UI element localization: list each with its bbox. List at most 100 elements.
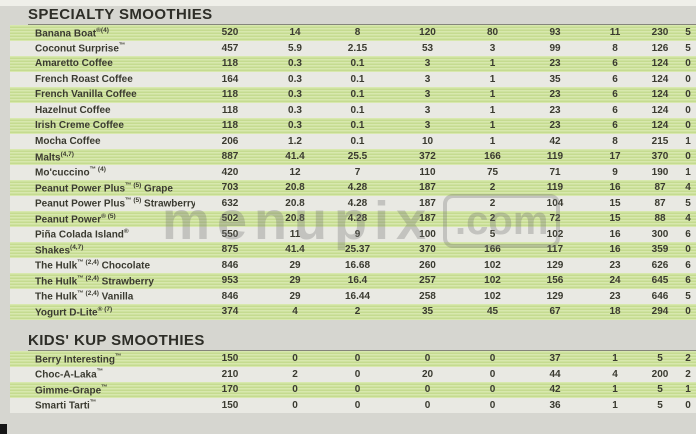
table-row: Smarti Tarti™ 150 0 0 0 0 36 1 5 0 (10, 397, 696, 413)
value-cell: 16 (609, 182, 621, 194)
value-cell: 104 (546, 197, 564, 209)
item-name: Choc-A-Laka™ (35, 368, 104, 381)
section-header-specialty: SPECIALTY SMOOTHIES (28, 6, 696, 25)
value-cell: 1 (685, 384, 691, 396)
value-cell: 166 (484, 151, 501, 163)
section-title: KIDS' KUP SMOOTHIES (28, 332, 205, 349)
value-cell: 10 (421, 135, 434, 147)
value-cell: 9 (354, 228, 361, 240)
value-cell: 20 (421, 368, 434, 380)
value-cell: 5 (657, 399, 663, 411)
value-cell: 2 (489, 182, 496, 194)
value-cell: 294 (651, 306, 669, 318)
value-cell: 2 (489, 197, 496, 209)
value-cell: 53 (421, 42, 434, 54)
value-cell: 6 (612, 104, 618, 116)
value-cell: 87 (654, 197, 666, 209)
value-cell: 626 (651, 259, 669, 271)
value-cell: 23 (609, 290, 621, 302)
value-cell: 6 (612, 58, 618, 70)
value-cell: 5 (657, 353, 663, 365)
value-cell: 0 (685, 151, 691, 163)
value-cell: 6 (685, 259, 691, 271)
value-cell: 0 (685, 58, 691, 70)
value-cell: 42 (549, 384, 561, 396)
item-name: Mocha Coffee (35, 135, 101, 147)
value-cell: 0 (292, 353, 298, 365)
item-name: Hazelnut Coffee (35, 104, 111, 116)
value-cell: 0 (489, 368, 496, 380)
value-cell: 166 (484, 244, 501, 256)
table-row: Hazelnut Coffee 118 0.3 0.1 3 1 23 6 124 0 (10, 102, 696, 118)
item-name: Malts(4,7) (35, 150, 74, 163)
value-cell: 150 (221, 399, 239, 411)
table-row: The Hulk™ (2,4) Vanilla 846 29 16.44 258 102 1… (10, 288, 696, 304)
item-name: Smarti Tarti™ (35, 399, 97, 412)
value-cell: 3 (489, 42, 496, 54)
value-cell: 645 (651, 275, 669, 287)
value-cell: 0 (354, 353, 361, 365)
value-cell: 4 (292, 306, 298, 318)
table-row: Yogurt D-Lite® (7) 374 4 2 35 45 67 18 294 0 (10, 304, 696, 320)
table-row: Shakes(4,7) 875 41.4 25.37 370 166 117 16 359 0 (10, 242, 696, 258)
value-cell: 0 (489, 384, 496, 396)
value-cell: 2 (685, 353, 691, 365)
value-cell: 370 (419, 244, 436, 256)
trademark-mark: (4,7) (60, 150, 74, 158)
value-cell: 29 (289, 275, 301, 287)
value-cell: 846 (221, 290, 239, 302)
value-cell: 5 (685, 42, 691, 54)
value-cell: 4 (685, 213, 691, 225)
value-cell: 124 (651, 58, 669, 70)
value-cell: 6 (612, 89, 618, 101)
value-cell: 44 (549, 368, 561, 380)
value-cell: 124 (651, 104, 669, 116)
value-cell: 87 (654, 182, 666, 194)
value-cell: 8 (354, 27, 361, 39)
value-cell: 0 (489, 353, 496, 365)
value-cell: 124 (651, 73, 669, 85)
trademark-mark: (4,7) (70, 243, 84, 251)
value-cell: 206 (221, 135, 239, 147)
value-cell: 359 (651, 244, 669, 256)
section-title: SPECIALTY SMOOTHIES (28, 6, 213, 23)
value-cell: 16 (609, 244, 621, 256)
value-cell: 16.68 (344, 259, 371, 271)
item-name: Yogurt D-Lite® (7) (35, 305, 113, 318)
table-row: The Hulk™ (2,4) Chocolate 846 29 16.68 260 10… (10, 257, 696, 273)
value-cell: 36 (549, 399, 561, 411)
value-cell: 20.8 (285, 197, 305, 209)
trademark-mark: ™ (2,4) (77, 259, 99, 267)
value-cell: 3 (424, 120, 431, 132)
value-cell: 520 (221, 27, 239, 39)
value-cell: 3 (424, 89, 431, 101)
item-name: Piña Colada Island® (35, 228, 129, 241)
value-cell: 35 (549, 73, 561, 85)
value-cell: 632 (221, 197, 239, 209)
item-name: The Hulk™ (2,4) Strawberry (35, 274, 154, 287)
value-cell: 550 (221, 228, 239, 240)
table-row: Peanut Power Plus™ (5) Strawberry 632 20.8… (10, 195, 696, 211)
value-cell: 29 (289, 290, 301, 302)
value-cell: 129 (546, 290, 564, 302)
trademark-mark: ® (7) (97, 305, 113, 313)
item-name: Mo'cuccino™ (4) (35, 166, 106, 179)
value-cell: 15 (609, 213, 621, 225)
table-row: French Roast Coffee 164 0.3 0.1 3 1 35 6 124 0 (10, 71, 696, 87)
value-cell: 11 (289, 228, 301, 240)
value-cell: 7 (354, 166, 361, 178)
value-cell: 0.1 (350, 135, 365, 147)
value-cell: 0 (292, 384, 298, 396)
trademark-mark: ™ (4) (89, 166, 106, 174)
trademark-mark: ™ (101, 383, 108, 391)
value-cell: 99 (549, 42, 561, 54)
trademark-mark: ® (5) (101, 212, 116, 220)
value-cell: 230 (651, 27, 669, 39)
trademark-mark: ® (123, 228, 129, 236)
value-cell: 0 (354, 368, 361, 380)
value-cell: 1 (489, 58, 496, 70)
value-cell: 0 (292, 399, 298, 411)
trademark-mark: ®(4) (96, 26, 109, 34)
value-cell: 72 (549, 213, 561, 225)
